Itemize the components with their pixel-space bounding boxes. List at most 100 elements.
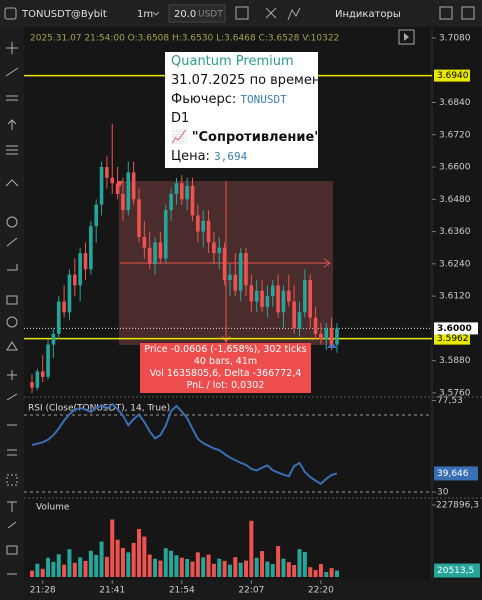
candle-body <box>83 253 88 270</box>
volume-bar <box>276 546 281 577</box>
candle-body <box>153 242 157 264</box>
tool-icon[interactable] <box>6 545 18 555</box>
volume-bar <box>35 563 40 577</box>
tool-icon[interactable] <box>6 295 18 305</box>
volume-bar <box>254 557 259 577</box>
collapse-button[interactable] <box>398 29 415 45</box>
rsi-current-box <box>434 466 478 481</box>
tool-icon[interactable] <box>6 341 18 351</box>
volume-bar <box>292 564 297 577</box>
candle-body <box>174 183 179 194</box>
marks: 3.7080 3.6840 3.6720 3.6600 3.6480 3.6360 3.62… <box>24 33 480 596</box>
volume-bar <box>179 557 184 577</box>
volume-bar <box>334 570 339 577</box>
volume-bar <box>147 554 152 577</box>
volume-bar <box>169 550 174 577</box>
symbol-icon[interactable] <box>4 7 17 20</box>
candle-body <box>297 312 302 329</box>
y-tick-label: 77,53 <box>437 396 463 406</box>
candle-body <box>30 382 34 388</box>
tool-icon[interactable] <box>6 42 18 54</box>
rsi-line <box>31 402 338 486</box>
tool-button[interactable] <box>235 6 249 20</box>
candle-body <box>281 290 286 313</box>
tool-icon[interactable] <box>7 521 17 529</box>
tool-icon[interactable] <box>6 237 18 247</box>
volume-bar <box>51 561 56 577</box>
tool-icon[interactable] <box>7 264 18 271</box>
y-tick-label: 3.6600 <box>439 163 471 173</box>
card-price: Цена: 3,694 <box>171 147 318 166</box>
volume-bar <box>302 552 307 577</box>
x-tick-label: 21:28 <box>30 586 56 596</box>
candle-body <box>137 199 141 237</box>
candle-body <box>292 301 296 329</box>
volume-bar <box>88 550 93 577</box>
rsi-title: RSI (Close(TONUSDT), 14, True) <box>28 404 170 414</box>
volume-current-box <box>434 563 480 578</box>
candle-body <box>46 344 50 377</box>
volume-bar <box>62 564 67 577</box>
tool-icon[interactable] <box>7 449 17 456</box>
volume-bar <box>83 560 88 577</box>
tool-icon[interactable] <box>6 474 18 486</box>
amount: 20.0 <box>174 9 196 20</box>
candle-body <box>196 215 200 232</box>
x-tick-label: 22:20 <box>308 586 334 596</box>
tool-button[interactable] <box>461 6 475 20</box>
tool-icon[interactable] <box>7 370 17 380</box>
candle-body <box>265 296 270 307</box>
tool-icon[interactable] <box>6 393 18 401</box>
volume-bar <box>142 536 147 577</box>
tool-button[interactable] <box>265 7 277 19</box>
candle-body <box>56 301 61 334</box>
candle-body <box>276 285 280 313</box>
tool-icon[interactable] <box>6 145 18 155</box>
tool-icon[interactable] <box>6 95 18 101</box>
candle-body <box>158 242 163 259</box>
currency: USDT <box>198 10 223 20</box>
candle-body <box>254 290 259 302</box>
tool-icon[interactable] <box>7 119 17 130</box>
level-label-box <box>434 332 470 345</box>
interval[interactable]: 1m <box>137 9 153 20</box>
volume-bar <box>67 549 72 577</box>
tool-icon[interactable] <box>6 316 18 328</box>
y-tick-label: 3.6840 <box>439 98 471 108</box>
candle-body <box>62 301 66 313</box>
candle-body <box>115 183 120 194</box>
volume-bar <box>329 568 334 577</box>
candle-body <box>206 220 211 243</box>
volume-bar <box>318 564 323 577</box>
symbol[interactable]: TONUSDT@Bybit <box>21 9 107 20</box>
volume-bar <box>190 561 195 577</box>
volume-bar <box>94 554 99 577</box>
volume-bar <box>313 570 318 577</box>
price-value: 3,694 <box>214 150 248 163</box>
y-tick-label: 227896,3 <box>436 501 479 511</box>
amount-box[interactable] <box>168 4 226 23</box>
candle-body <box>329 328 334 345</box>
candle-body <box>260 290 264 307</box>
volume-bar <box>137 528 141 577</box>
volume-bar <box>270 564 275 577</box>
volume-bar <box>30 570 34 577</box>
volume-bar <box>227 564 232 577</box>
tool-button[interactable] <box>287 7 301 21</box>
candle-body <box>308 280 312 318</box>
top-toolbar <box>0 0 482 27</box>
candle-body <box>238 253 243 291</box>
tool-icon[interactable] <box>6 216 18 228</box>
y-tick-label: 3.5880 <box>439 356 471 366</box>
candle-body <box>244 253 248 286</box>
x-tick-label: 21:41 <box>99 586 125 596</box>
volume-bar <box>56 554 61 577</box>
indicators[interactable]: Индикаторы <box>335 9 401 20</box>
tool-icon[interactable] <box>5 179 19 187</box>
candle-body <box>40 371 45 377</box>
tool-button[interactable] <box>439 6 453 20</box>
volume-bar <box>308 567 313 577</box>
card-date: 31.07.2025 по времени <box>171 73 318 88</box>
tool-icon[interactable] <box>7 501 17 512</box>
tool-icon[interactable] <box>5 67 19 77</box>
